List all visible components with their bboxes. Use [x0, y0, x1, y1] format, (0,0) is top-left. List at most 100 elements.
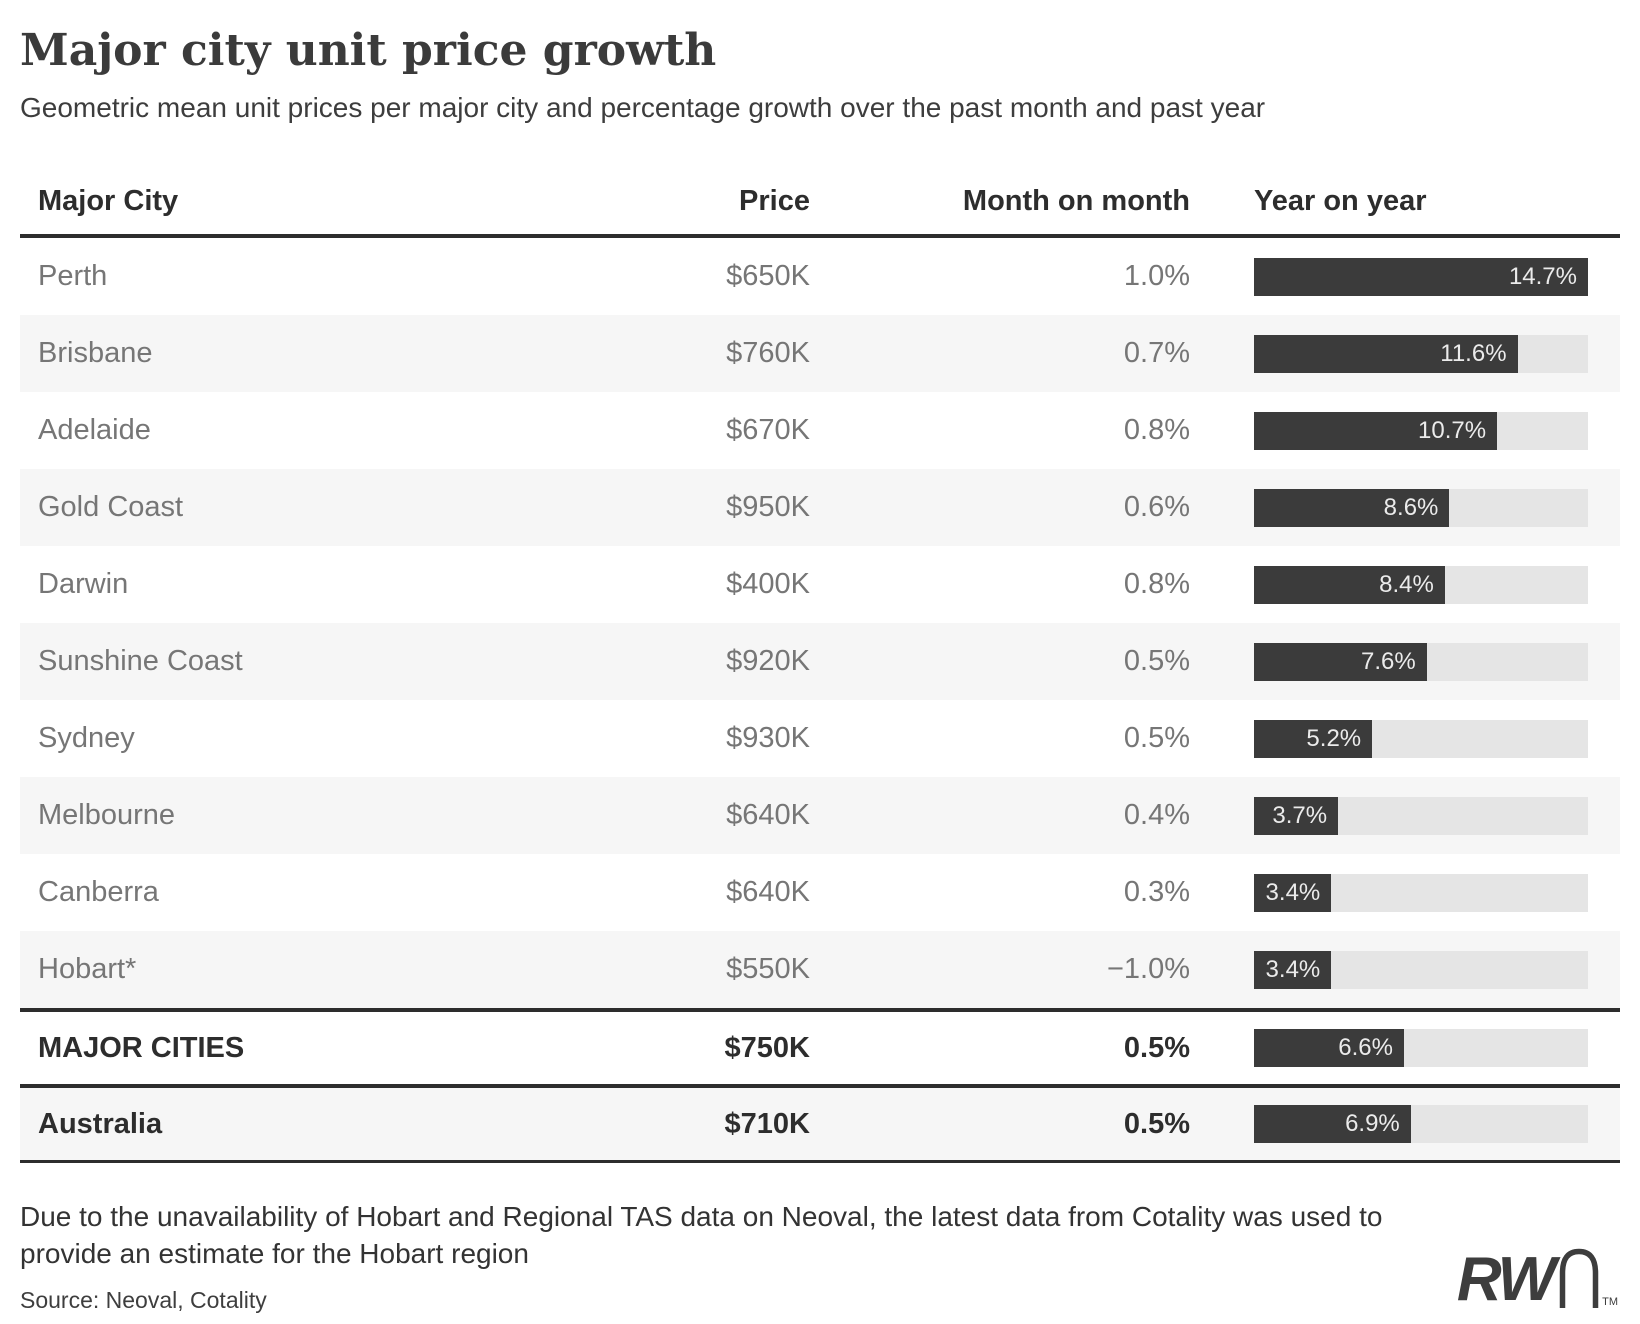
- yoy-bar-track: 8.6%: [1254, 488, 1588, 527]
- year-on-year-cell: 14.7%: [1190, 257, 1620, 296]
- yoy-bar-fill: 7.6%: [1254, 642, 1427, 681]
- price-cell: $930K: [726, 722, 810, 755]
- yoy-bar-label: 14.7%: [1508, 262, 1577, 290]
- source-note: Source: Neoval, Cotality: [20, 1287, 267, 1314]
- yoy-bar-track: 7.6%: [1254, 642, 1588, 681]
- month-on-month-cell: 0.4%: [1123, 799, 1190, 832]
- yoy-bar-fill: 3.7%: [1254, 796, 1339, 835]
- table-row: Perth $650K 1.0% 14.7%: [20, 238, 1620, 316]
- yoy-bar-fill: 6.6%: [1254, 1029, 1404, 1068]
- yoy-bar-label: 8.4%: [1379, 570, 1434, 598]
- yoy-bar-fill: 8.6%: [1254, 488, 1450, 527]
- yoy-bar-track: 8.4%: [1254, 565, 1588, 604]
- month-on-month-cell: 0.5%: [1123, 645, 1190, 678]
- month-on-month-cell: 0.8%: [1123, 414, 1190, 447]
- yoy-bar-track: 3.7%: [1254, 796, 1588, 835]
- table-row: Gold Coast $950K 0.6% 8.6%: [20, 469, 1620, 547]
- yoy-bar-fill: 14.7%: [1254, 257, 1588, 296]
- price-cell: $640K: [726, 876, 810, 909]
- yoy-bar-label: 8.6%: [1383, 493, 1439, 521]
- yoy-bar-track: 3.4%: [1254, 950, 1588, 989]
- yoy-bar-track: 10.7%: [1254, 411, 1588, 450]
- month-on-month-cell: −1.0%: [1106, 953, 1190, 986]
- month-on-month-cell: 0.3%: [1123, 876, 1190, 909]
- yoy-bar-label: 10.7%: [1418, 416, 1487, 444]
- yoy-bar-label: 3.4%: [1265, 878, 1321, 906]
- year-on-year-cell: 3.4%: [1190, 873, 1620, 912]
- yoy-bar-label: 11.6%: [1440, 339, 1507, 367]
- yoy-bar-fill: 11.6%: [1254, 334, 1518, 373]
- month-on-month-cell: 0.7%: [1123, 337, 1190, 370]
- city-cell: Sunshine Coast: [38, 645, 243, 678]
- city-cell: MAJOR CITIES: [38, 1031, 245, 1064]
- page-subtitle: Geometric mean unit prices per major cit…: [20, 91, 1266, 123]
- yoy-bar-fill: 5.2%: [1254, 719, 1373, 758]
- price-cell: $750K: [724, 1031, 810, 1064]
- rwn-logo-n-icon: [1557, 1246, 1601, 1308]
- price-cell: $950K: [726, 491, 810, 524]
- yoy-bar-fill: 3.4%: [1254, 873, 1332, 912]
- yoy-bar-track: 3.4%: [1254, 873, 1588, 912]
- table-row: Darwin $400K 0.8% 8.4%: [20, 546, 1620, 624]
- table-header-row: Major City Price Month on month Year on …: [20, 140, 1620, 239]
- table-body: Perth $650K 1.0% 14.7% Brisbane $760K 0.7% 11.6…: [20, 238, 1620, 1164]
- yoy-bar-label: 6.6%: [1338, 1034, 1393, 1062]
- city-cell: Sydney: [38, 722, 135, 755]
- yoy-bar-track: 14.7%: [1254, 257, 1588, 296]
- yoy-bar-label: 5.2%: [1306, 724, 1362, 752]
- year-on-year-cell: 8.4%: [1190, 565, 1620, 604]
- price-cell: $400K: [726, 568, 810, 601]
- price-cell: $760K: [726, 337, 810, 370]
- yoy-bar-label: 3.4%: [1265, 955, 1321, 983]
- price-cell: $710K: [724, 1107, 810, 1140]
- column-header-year-on-year: Year on year: [1254, 185, 1427, 218]
- table-row: Adelaide $670K 0.8% 10.7%: [20, 392, 1620, 470]
- city-cell: Brisbane: [38, 337, 153, 370]
- price-cell: $640K: [726, 799, 810, 832]
- yoy-bar-track: 6.6%: [1254, 1029, 1588, 1068]
- price-cell: $670K: [726, 414, 810, 447]
- yoy-bar-label: 7.6%: [1360, 647, 1416, 675]
- year-on-year-cell: 3.4%: [1190, 950, 1620, 989]
- price-cell: $650K: [726, 260, 810, 293]
- trademark-symbol: TM: [1602, 1296, 1618, 1308]
- table-row: Canberra $640K 0.3% 3.4%: [20, 854, 1620, 932]
- price-cell: $550K: [726, 953, 810, 986]
- rwn-logo-rw-text: RW: [1456, 1245, 1556, 1315]
- month-on-month-cell: 0.5%: [1123, 1107, 1190, 1140]
- table-row: Sunshine Coast $920K 0.5% 7.6%: [20, 623, 1620, 701]
- column-header-month-on-month: Month on month: [962, 185, 1190, 218]
- table-row: Melbourne $640K 0.4% 3.7%: [20, 777, 1620, 855]
- city-cell: Australia: [38, 1107, 163, 1140]
- yoy-bar-fill: 6.9%: [1254, 1105, 1411, 1144]
- month-on-month-cell: 0.5%: [1123, 1031, 1190, 1064]
- table-row: Hobart* $550K −1.0% 3.4%: [20, 931, 1620, 1009]
- yoy-bar-fill: 3.4%: [1254, 950, 1332, 989]
- column-header-major-city: Major City: [38, 185, 179, 218]
- yoy-bar-track: 5.2%: [1254, 719, 1588, 758]
- footnote: Due to the unavailability of Hobart and …: [20, 1201, 1383, 1270]
- month-on-month-cell: 0.6%: [1123, 491, 1190, 524]
- year-on-year-cell: 8.6%: [1190, 488, 1620, 527]
- page-title: Major city unit price growth: [20, 25, 717, 76]
- price-growth-table: Major City Price Month on month Year on …: [20, 140, 1620, 1164]
- table-row: MAJOR CITIES $750K 0.5% 6.6%: [20, 1008, 1620, 1085]
- year-on-year-cell: 7.6%: [1190, 642, 1620, 681]
- year-on-year-cell: 6.9%: [1190, 1105, 1620, 1144]
- city-cell: Adelaide: [38, 414, 151, 447]
- yoy-bar-track: 6.9%: [1254, 1105, 1588, 1144]
- month-on-month-cell: 0.5%: [1123, 722, 1190, 755]
- year-on-year-cell: 11.6%: [1190, 334, 1620, 373]
- column-header-price: Price: [739, 185, 810, 218]
- year-on-year-cell: 6.6%: [1190, 1029, 1620, 1068]
- yoy-bar-label: 3.7%: [1272, 801, 1328, 829]
- month-on-month-cell: 1.0%: [1123, 260, 1190, 293]
- city-cell: Hobart*: [38, 953, 137, 986]
- month-on-month-cell: 0.8%: [1123, 568, 1190, 601]
- year-on-year-cell: 10.7%: [1190, 411, 1620, 450]
- year-on-year-cell: 3.7%: [1190, 796, 1620, 835]
- city-cell: Darwin: [38, 568, 129, 601]
- city-cell: Melbourne: [38, 799, 176, 832]
- rwn-logo: RW TM: [1456, 1245, 1618, 1315]
